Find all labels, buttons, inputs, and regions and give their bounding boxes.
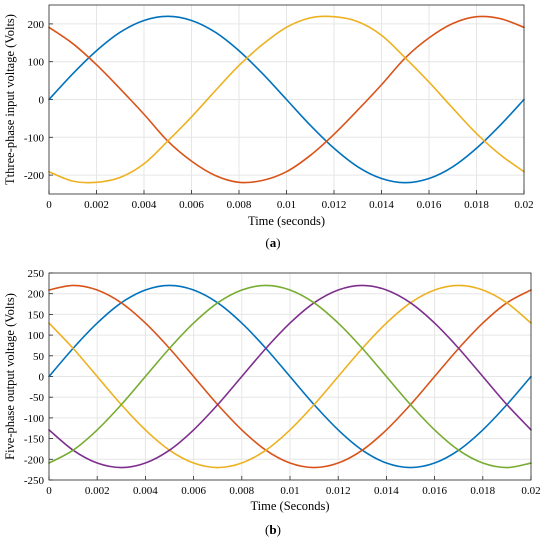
x-tick-label: 0.02 [514,199,533,211]
x-tick-label: 0.018 [464,199,489,211]
y-tick-label: -50 [29,392,44,404]
y-tick-label: 50 [33,351,45,363]
x-tick-label: 0.012 [322,199,347,211]
series-line-b-4 [48,284,532,469]
x-tick-label: 0.016 [422,485,447,497]
x-tick-label: 0.01 [277,199,296,211]
y-tick-label: -250 [24,475,45,487]
series-line-a-1 [48,15,525,184]
x-tick-label: 0.016 [417,199,442,211]
caption-a: (a) [265,235,280,250]
caption-b-close: ) [277,522,281,537]
panel-b: 0 0.002 0.004 0.006 0.008 0.01 0.012 0.014 0.016… [3,268,541,513]
y-tick-label: -100 [24,413,45,425]
x-tick-label: 0.008 [229,485,254,497]
y-tick-label: 100 [28,57,45,69]
y-tick-label: 100 [28,330,45,342]
y-axis-title-b: Five-phase output voltage (Volts) [3,293,17,460]
series-line-a-3 [48,15,525,184]
x-tick-label: 0.006 [181,485,206,497]
caption-b: (b) [265,522,281,537]
x-tick-label: 0.01 [280,485,299,497]
x-tick-label: 0.014 [369,199,394,211]
caption-a-close: ) [276,235,280,250]
y-tick-label: 200 [28,289,45,301]
x-tick-label: 0.012 [326,485,351,497]
x-tick-label: 0.018 [470,485,495,497]
caption-a-open: ( [265,235,269,250]
y-tick-label: 150 [28,309,45,321]
x-tick-label: 0.02 [521,485,540,497]
y-tick-label: 250 [28,268,45,280]
y-tick-label: 200 [28,19,45,31]
series-line-b-5 [48,284,532,469]
y-tick-label: 0 [39,372,45,384]
x-tick-label: 0 [46,485,52,497]
series-line-b-3 [48,284,532,469]
x-tick-label: 0.006 [179,199,204,211]
x-tick-label: 0.002 [85,485,110,497]
series-line-a-2 [48,15,525,184]
x-axis-title-b: Time (Seconds) [250,499,329,513]
caption-b-letter: b [269,522,276,537]
panel-a: 0 0.002 0.004 0.006 0.008 0.01 0.012 0.014 0.016… [3,4,534,228]
y-tick-label: -150 [24,434,45,446]
x-axis-title-a: Time (seconds) [248,214,325,228]
x-tick-label: 0.002 [84,199,109,211]
y-tick-label: -200 [24,454,45,466]
series-line-b-1 [48,284,532,469]
x-tick-label: 0.004 [133,485,158,497]
x-tick-label: 0.008 [227,199,252,211]
y-tick-label: -100 [24,132,45,144]
x-tick-label: 0.004 [132,199,157,211]
axes-box-a [48,4,525,195]
series-line-b-2 [48,284,532,469]
x-tick-label: 0.014 [374,485,399,497]
caption-a-letter: a [270,235,277,250]
caption-b-open: ( [265,522,269,537]
y-tick-label: 0 [39,95,45,107]
y-axis-title-a: Tthree-phase input voltage (Volts) [3,14,17,185]
y-tick-label: -200 [24,170,45,182]
x-tick-label: 0 [46,199,52,211]
axes-box-b [48,272,532,481]
